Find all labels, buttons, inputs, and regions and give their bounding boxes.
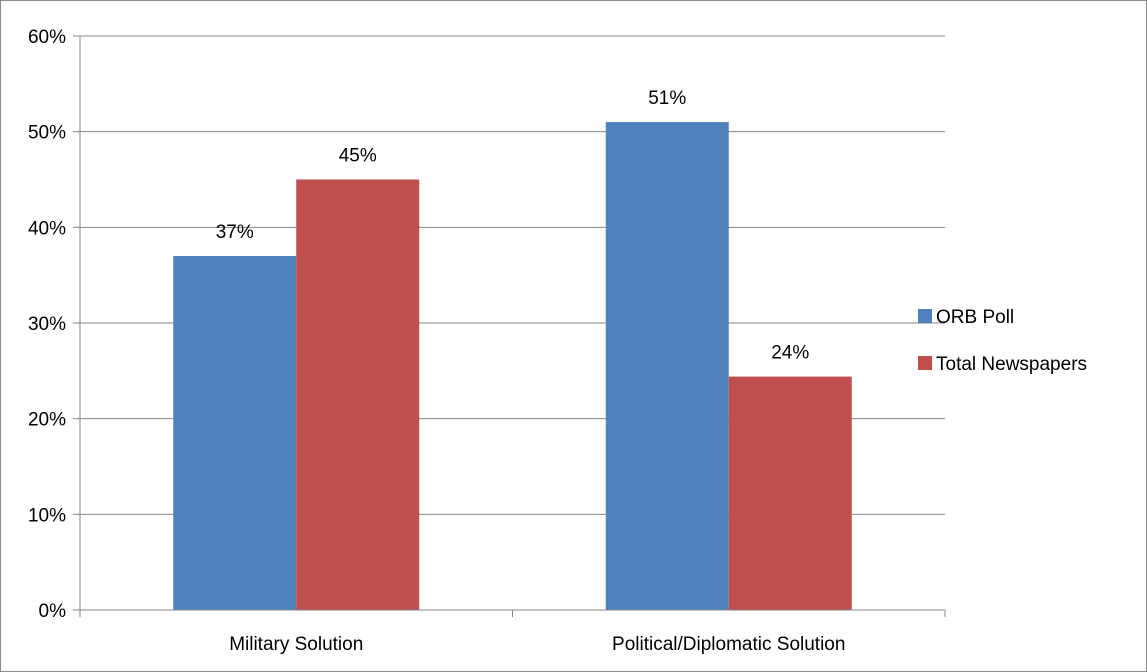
data-label: 51% bbox=[648, 88, 686, 109]
legend-swatch bbox=[918, 356, 932, 370]
y-tick-label: 40% bbox=[28, 218, 66, 239]
legend-swatch bbox=[918, 309, 932, 323]
y-tick-label: 10% bbox=[28, 505, 66, 526]
y-tick-label: 60% bbox=[28, 27, 66, 48]
data-label: 24% bbox=[771, 343, 809, 364]
legend-label: Total Newspapers bbox=[936, 354, 1087, 375]
legend: ORB Poll Total Newspapers bbox=[918, 307, 1087, 375]
y-tick-label: 50% bbox=[28, 123, 66, 144]
x-category-label: Military Solution bbox=[229, 634, 363, 655]
bar-total-newspapers bbox=[728, 376, 852, 610]
y-tick-label: 0% bbox=[39, 601, 67, 622]
bars bbox=[173, 122, 852, 610]
axes bbox=[73, 35, 946, 617]
data-label: 45% bbox=[339, 146, 377, 167]
bar-orb-poll bbox=[605, 122, 729, 610]
labels: 0% 10% 20% 30% 40% 50% 60% 37% 45% Military Solut… bbox=[28, 27, 845, 655]
x-category-label: Political/Diplomatic Solution bbox=[612, 634, 845, 655]
y-tick-label: 20% bbox=[28, 410, 66, 431]
legend-label: ORB Poll bbox=[936, 307, 1014, 328]
bar-orb-poll bbox=[173, 256, 297, 610]
bar-total-newspapers bbox=[296, 179, 420, 610]
y-tick-label: 30% bbox=[28, 314, 66, 335]
data-label: 37% bbox=[216, 222, 254, 243]
